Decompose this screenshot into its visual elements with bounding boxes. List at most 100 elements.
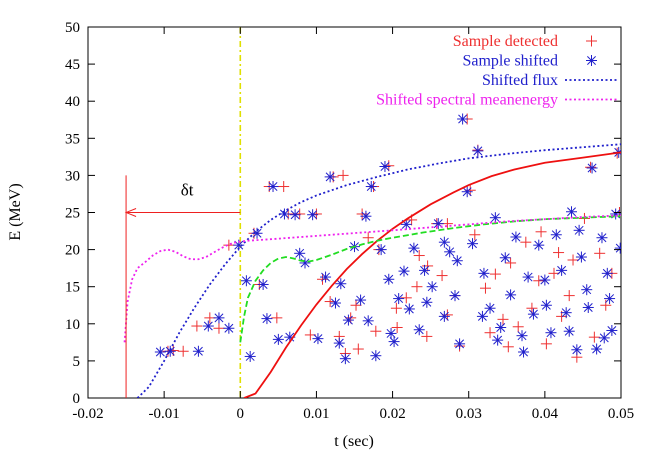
shifted-point — [202, 320, 214, 332]
shifted-point — [324, 171, 336, 183]
shifted-point — [213, 312, 225, 324]
x-tick-label: 0 — [237, 406, 245, 422]
shifted-point — [164, 345, 176, 357]
detected-point — [370, 325, 382, 337]
legend-label: Shifted spectral meanenergy — [376, 92, 558, 109]
detected-point — [413, 250, 425, 262]
shifted-point — [333, 337, 345, 349]
x-axis-label: t (sec) — [334, 433, 374, 450]
shifted-point — [244, 350, 256, 362]
y-tick-label: 30 — [65, 168, 80, 184]
shifted-point — [598, 332, 610, 344]
detected-point — [422, 260, 434, 272]
shifted-point — [403, 303, 415, 315]
detected-point — [317, 273, 329, 285]
shifted-point — [582, 301, 594, 313]
series-4 — [136, 143, 621, 398]
shifted-point — [360, 210, 372, 222]
shifted-point — [444, 246, 456, 258]
y-tick-label: 10 — [65, 317, 80, 333]
shifted-point — [461, 186, 473, 198]
y-tick-label: 45 — [65, 57, 80, 73]
shifted-point — [388, 336, 400, 348]
x-tick-label: -0.01 — [149, 406, 180, 422]
shifted-point — [383, 273, 395, 285]
detected-point — [441, 309, 453, 321]
shifted-point — [365, 181, 377, 193]
y-tick-label: 35 — [65, 131, 80, 147]
series-3 — [239, 215, 621, 343]
shifted-point — [272, 333, 284, 345]
shifted-point — [192, 345, 204, 357]
y-tick-label: 5 — [73, 354, 81, 370]
detected-point — [512, 321, 524, 333]
shifted-point — [240, 275, 252, 287]
shifted-point — [267, 181, 279, 193]
shifted-point — [495, 322, 507, 334]
x-tick-label: 0.04 — [532, 406, 559, 422]
shifted-point — [335, 278, 347, 290]
delta-t-label: δt — [181, 181, 194, 200]
shifted-point — [339, 353, 351, 365]
series-line-2 — [243, 151, 621, 398]
shifted-point — [413, 324, 425, 336]
shifted-point — [560, 307, 572, 319]
shifted-point — [586, 55, 597, 66]
shifted-point — [571, 344, 583, 356]
shifted-point — [370, 350, 382, 362]
shifted-point — [454, 338, 466, 350]
shifted-point — [451, 255, 463, 267]
detected-point — [567, 254, 579, 266]
x-tick-label: 0.01 — [303, 406, 329, 422]
detected-point — [213, 322, 225, 334]
shifted-point — [284, 331, 296, 343]
shifted-point — [154, 346, 166, 358]
legend-label: Sample detected — [453, 33, 558, 50]
legend: Sample detected Sample shifted Shifted flu… — [376, 33, 618, 109]
detected-point — [520, 236, 532, 248]
shifted-point — [355, 294, 367, 306]
legend-label: Sample shifted — [462, 53, 558, 70]
detected-point — [352, 343, 364, 355]
detected-point — [563, 290, 575, 302]
shifted-point — [320, 271, 332, 283]
shifted-point — [312, 333, 324, 345]
detected-point — [533, 275, 545, 287]
shifted-point — [539, 274, 551, 286]
detected-point — [600, 299, 612, 311]
shifted-point — [604, 293, 616, 305]
detected-point — [505, 257, 517, 269]
shifted-point — [419, 264, 431, 276]
shifted-point — [518, 346, 530, 358]
detected-point — [271, 312, 283, 324]
detected-point — [469, 229, 481, 241]
detected-point — [337, 169, 349, 181]
detected-point — [540, 338, 552, 350]
x-tick-label: 0.05 — [608, 406, 634, 422]
shifted-point — [527, 308, 539, 320]
shifted-point — [492, 334, 504, 346]
shifted-point — [457, 113, 469, 125]
detected-point — [586, 35, 597, 47]
detected-point — [464, 184, 476, 196]
detected-point — [391, 322, 403, 334]
shifted-point — [251, 227, 263, 239]
shifted-point — [299, 257, 311, 269]
y-tick-label: 25 — [65, 206, 80, 222]
shifted-point — [545, 327, 557, 339]
detected-point — [526, 302, 538, 314]
detected-point — [350, 299, 362, 311]
shifted-point — [476, 310, 488, 322]
shifted-point — [573, 224, 585, 236]
shifted-point — [581, 284, 593, 296]
detected-point — [362, 232, 374, 244]
x-tick-label: 0.03 — [456, 406, 482, 422]
detected-point — [548, 267, 560, 279]
shifted-point — [329, 297, 341, 309]
series-2 — [243, 151, 621, 398]
shifted-point — [550, 229, 562, 241]
detected-point — [502, 341, 514, 353]
shifted-point — [484, 302, 496, 314]
shifted-point — [516, 330, 528, 342]
